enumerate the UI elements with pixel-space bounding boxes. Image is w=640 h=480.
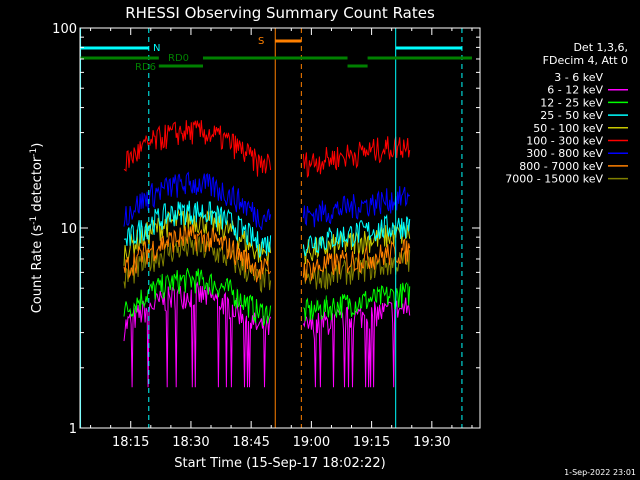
data-marks: N RD0 RD6 S	[80, 28, 472, 428]
legend-label-8: 7000 - 15000 keV	[505, 173, 603, 186]
series-trace-7-0	[123, 223, 272, 283]
series-trace-7-1	[302, 238, 411, 283]
legend-label-0: 3 - 6 keV	[554, 71, 603, 84]
legend-label-6: 300 - 800 keV	[526, 147, 603, 160]
legend-label-4: 50 - 100 keV	[533, 122, 603, 135]
series-7	[123, 223, 411, 283]
series-trace-5-0	[123, 120, 272, 177]
y-tick-label-1: 10	[60, 222, 77, 237]
legend-label-5: 100 - 300 keV	[526, 135, 603, 148]
y-tick-label-0: 1	[69, 422, 77, 437]
flag-label-n: N	[153, 43, 160, 54]
x-tick-label-2: 18:45	[232, 435, 269, 450]
legend-header-line-2: FDecim 4, Att 0	[543, 54, 628, 67]
x-tick-label-3: 19:00	[293, 435, 330, 450]
series-trace-3-1	[302, 213, 411, 257]
series-trace-6-1	[302, 186, 411, 228]
plot-frame	[79, 27, 481, 429]
legend-label-7: 800 - 7000 keV	[519, 160, 603, 173]
flag-label-s: S	[258, 36, 264, 47]
axes: 18:15 18:30 18:45 19:00 19:15 19:30 1 10 100	[52, 22, 480, 450]
legend-header-line-1: Det 1,3,6,	[573, 41, 628, 54]
series-trace-8-1	[302, 249, 411, 291]
flag-label-rd6: RD6	[135, 62, 156, 73]
legend-label-2: 12 - 25 keV	[540, 96, 603, 109]
series-trace-0-1	[302, 263, 411, 305]
legend-label-1: 6 - 12 keV	[547, 84, 603, 97]
y-tick-label-2: 100	[52, 22, 77, 37]
legend-label-3: 25 - 50 keV	[540, 109, 603, 122]
x-tick-label-0: 18:15	[112, 435, 149, 450]
x-tick-label-1: 18:30	[172, 435, 209, 450]
timestamp: 1-Sep-2022 23:01	[564, 468, 636, 477]
series-trace-6-0	[123, 171, 272, 231]
series-6	[123, 171, 411, 231]
x-tick-label-5: 19:30	[413, 435, 450, 450]
x-tick-label-4: 19:15	[353, 435, 390, 450]
series-5	[123, 120, 411, 178]
y-axis-label: Count Rate (s-1 detector-1)	[29, 143, 45, 314]
series-trace-2-1	[303, 282, 411, 322]
chart-title: RHESSI Observing Summary Count Rates	[125, 4, 435, 22]
flag-label-rd0: RD0	[168, 53, 189, 64]
x-axis-label: Start Time (15-Sep-17 18:02:22)	[174, 456, 385, 471]
series-trace-5-1	[302, 136, 411, 178]
